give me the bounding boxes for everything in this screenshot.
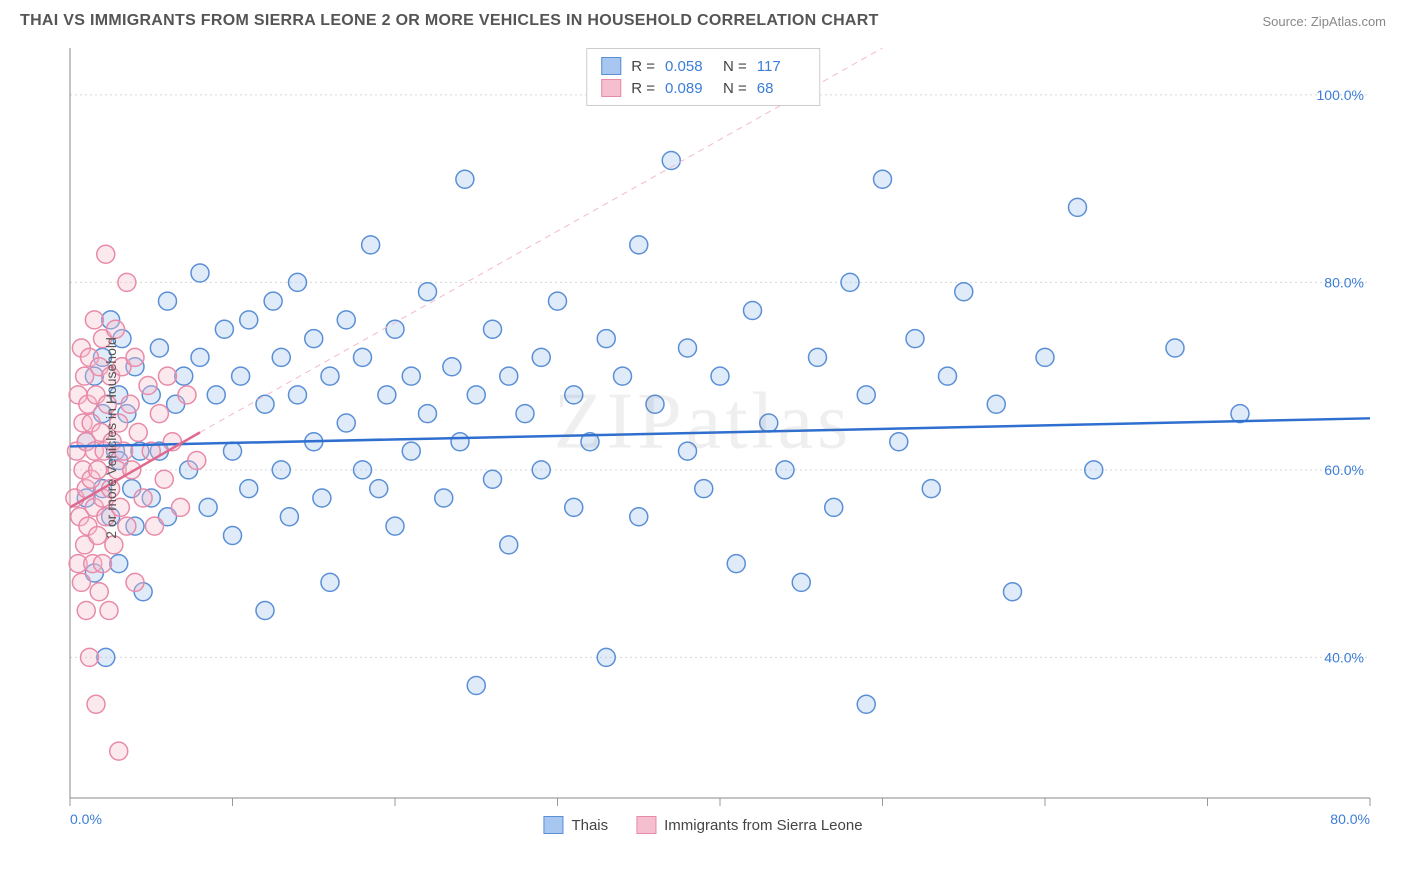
stats-row: R = 0.058 N = 117 [601,55,805,77]
legend-item: Thais [543,816,608,834]
r-value: 0.058 [665,58,713,75]
r-value: 0.089 [665,80,713,97]
svg-text:100.0%: 100.0% [1317,87,1364,103]
title-bar: THAI VS IMMIGRANTS FROM SIERRA LEONE 2 O… [0,0,1406,38]
source-label: Source: ZipAtlas.com [1262,14,1386,29]
chart-title: THAI VS IMMIGRANTS FROM SIERRA LEONE 2 O… [20,12,879,30]
svg-text:60.0%: 60.0% [1324,462,1364,478]
legend-swatch [601,79,621,97]
n-value: 117 [757,58,805,75]
legend-label: Immigrants from Sierra Leone [664,817,862,834]
svg-text:80.0%: 80.0% [1324,274,1364,290]
svg-text:80.0%: 80.0% [1330,811,1370,827]
stats-legend: R = 0.058 N = 117 R = 0.089 N = 68 [586,48,820,106]
svg-text:0.0%: 0.0% [70,811,102,827]
stats-row: R = 0.089 N = 68 [601,77,805,99]
y-axis-label: 2 or more Vehicles in Household [103,337,119,539]
svg-text:40.0%: 40.0% [1324,649,1364,665]
legend-swatch [601,57,621,75]
scatter-chart: 40.0% 60.0% 80.0% 100.0% 0.0% 80.0% [20,38,1380,838]
legend-swatch [636,816,656,834]
n-value: 68 [757,80,805,97]
legend-label: Thais [571,817,608,834]
legend-item: Immigrants from Sierra Leone [636,816,862,834]
bottom-legend: Thais Immigrants from Sierra Leone [543,816,862,834]
chart-container: 2 or more Vehicles in Household ZIPatlas… [20,38,1386,838]
legend-swatch [543,816,563,834]
